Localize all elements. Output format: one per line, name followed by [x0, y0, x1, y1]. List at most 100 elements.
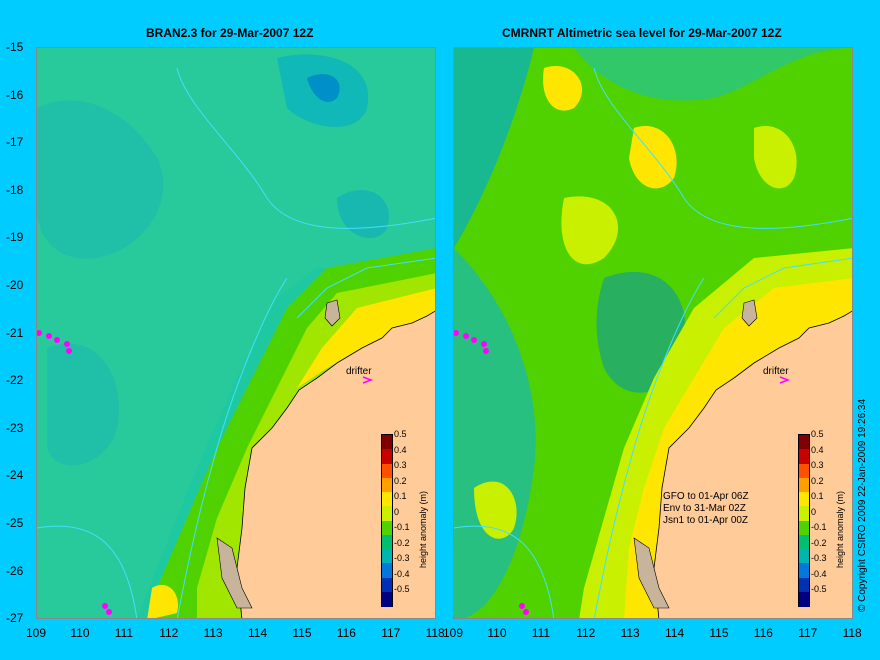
southwest-high-anomaly — [147, 584, 178, 618]
x-tick-label: 113 — [620, 626, 640, 640]
colorbar-segment — [382, 463, 392, 479]
colorbar-label: 0.2 — [394, 475, 407, 486]
y-tick-label: -16 — [6, 87, 24, 102]
colorbar-right — [798, 434, 810, 607]
x-tick-label: 118 — [842, 626, 862, 640]
colorbar-segment — [382, 449, 392, 464]
bathymetry-contour — [37, 525, 138, 618]
colorbar-label: -0.2 — [811, 537, 827, 548]
colorbar-segment — [382, 492, 392, 507]
colorbar-label: -0.1 — [394, 522, 410, 532]
colorbar-label: 0 — [811, 506, 817, 517]
x-tick-label: 110 — [70, 626, 90, 640]
bathymetry-contour — [296, 257, 435, 319]
colorbar-segment — [799, 449, 809, 464]
x-tick-label: 115 — [292, 626, 312, 640]
colorbar-label: 0.5 — [394, 429, 407, 439]
drifter-arrow — [779, 376, 791, 384]
colorbar-segment — [382, 549, 392, 564]
anomaly-region-north — [574, 48, 852, 101]
left-panel-title: BRAN2.3 for 29-Mar-2007 12Z — [146, 26, 314, 40]
bathymetry-contour — [454, 525, 555, 618]
x-tick-label: 111 — [114, 626, 134, 640]
x-tick-label: 113 — [203, 626, 223, 640]
satellite-info-line: GFO to 01-Apr 06Z — [663, 491, 749, 502]
x-tick-label: 115 — [709, 626, 729, 640]
colorbar-label: 0.4 — [811, 444, 824, 455]
bathymetry-contour — [176, 67, 435, 229]
colorbar-segment — [382, 563, 392, 578]
x-tick-label: 114 — [248, 626, 268, 640]
right-panel-title: CMRNRT Altimetric sea level for 29-Mar-2… — [502, 26, 782, 40]
colorbar-label: 0.4 — [394, 444, 407, 455]
x-tick-label: 112 — [159, 626, 179, 640]
barrow-island — [324, 299, 341, 327]
positive-anomaly-southwest — [474, 481, 517, 539]
x-tick-label: 110 — [487, 626, 507, 640]
colorbar-title-left: height anomaly (m) — [418, 490, 428, 568]
colorbar-segment — [382, 591, 392, 607]
anomaly-region-southwest — [47, 343, 119, 466]
y-tick-label: -20 — [6, 278, 24, 292]
y-tick-label: -24 — [6, 468, 24, 483]
x-tick-label: 117 — [381, 626, 401, 640]
bathymetry-contour — [593, 277, 705, 618]
satellite-info-line: Jsn1 to 01-Apr 00Z — [663, 515, 749, 526]
drifter-label-left: drifter — [346, 366, 372, 377]
colorbar-label: -0.3 — [811, 553, 827, 563]
drifter-arrow — [362, 376, 374, 384]
satellite-info: GFO to 01-Apr 06Z Env to 31-Mar 02Z Jsn1… — [663, 491, 749, 527]
x-tick-label: 116 — [336, 626, 356, 640]
colorbar-segment — [382, 506, 392, 521]
colorbar-title-right: height anomaly (m) — [835, 490, 845, 568]
bathymetry-contour — [176, 277, 288, 618]
satellite-info-line: Env to 31-Mar 02Z — [663, 503, 746, 514]
y-tick-label: -25 — [6, 516, 24, 530]
float-track-markers — [454, 330, 529, 615]
high-anomaly-north — [543, 66, 583, 111]
anomaly-region-west — [37, 100, 164, 259]
y-tick-label: -17 — [6, 135, 24, 150]
float-track-markers — [37, 330, 112, 615]
colorbar-label: 0.1 — [811, 491, 824, 501]
colorbar-segment — [382, 577, 392, 593]
colorbar-label: 0.1 — [394, 491, 407, 501]
coastal-high-anomaly — [297, 288, 435, 388]
high-anomaly-mid — [629, 126, 677, 189]
y-tick-label: -18 — [6, 182, 24, 197]
y-tick-label: -21 — [6, 325, 24, 340]
colorbar-segment — [799, 506, 809, 521]
copyright-text: © Copyright CSIRO 2009 22-Jan-2009 19:26… — [857, 398, 868, 612]
colorbar-segment — [799, 435, 809, 450]
colorbar-segment — [799, 492, 809, 507]
colorbar-segment — [799, 463, 809, 479]
x-tick-label: 111 — [531, 626, 551, 640]
bathymetry-contour — [593, 67, 852, 229]
colorbar-segment — [799, 563, 809, 578]
anomaly-region-northwest — [454, 48, 534, 248]
colorbar-label: 0.2 — [811, 475, 824, 486]
colorbar-label: -0.2 — [394, 537, 410, 548]
colorbar-segment — [799, 591, 809, 607]
x-tick-label: 109 — [26, 626, 47, 640]
y-tick-label: -22 — [6, 373, 24, 388]
x-tick-label: 116 — [753, 626, 773, 640]
colorbar-left — [381, 434, 393, 607]
x-tick-label: 118 — [425, 626, 445, 640]
y-tick-label: -23 — [6, 420, 24, 435]
x-tick-label: 117 — [798, 626, 818, 640]
positive-anomaly-center — [561, 196, 619, 265]
colorbar-label: -0.4 — [811, 568, 827, 579]
colorbar-segment — [799, 534, 809, 550]
colorbar-segment — [382, 435, 392, 450]
anomaly-region-east — [337, 189, 389, 238]
y-tick-label: -26 — [6, 563, 24, 578]
y-tick-label: -19 — [6, 230, 24, 245]
colorbar-label: 0 — [394, 506, 400, 517]
anomaly-low-north — [307, 74, 340, 102]
y-tick-label: -27 — [6, 611, 24, 626]
barrow-island — [741, 299, 758, 327]
colorbar-segment — [382, 477, 392, 493]
positive-anomaly-east — [754, 126, 797, 189]
x-tick-label: 112 — [576, 626, 596, 640]
